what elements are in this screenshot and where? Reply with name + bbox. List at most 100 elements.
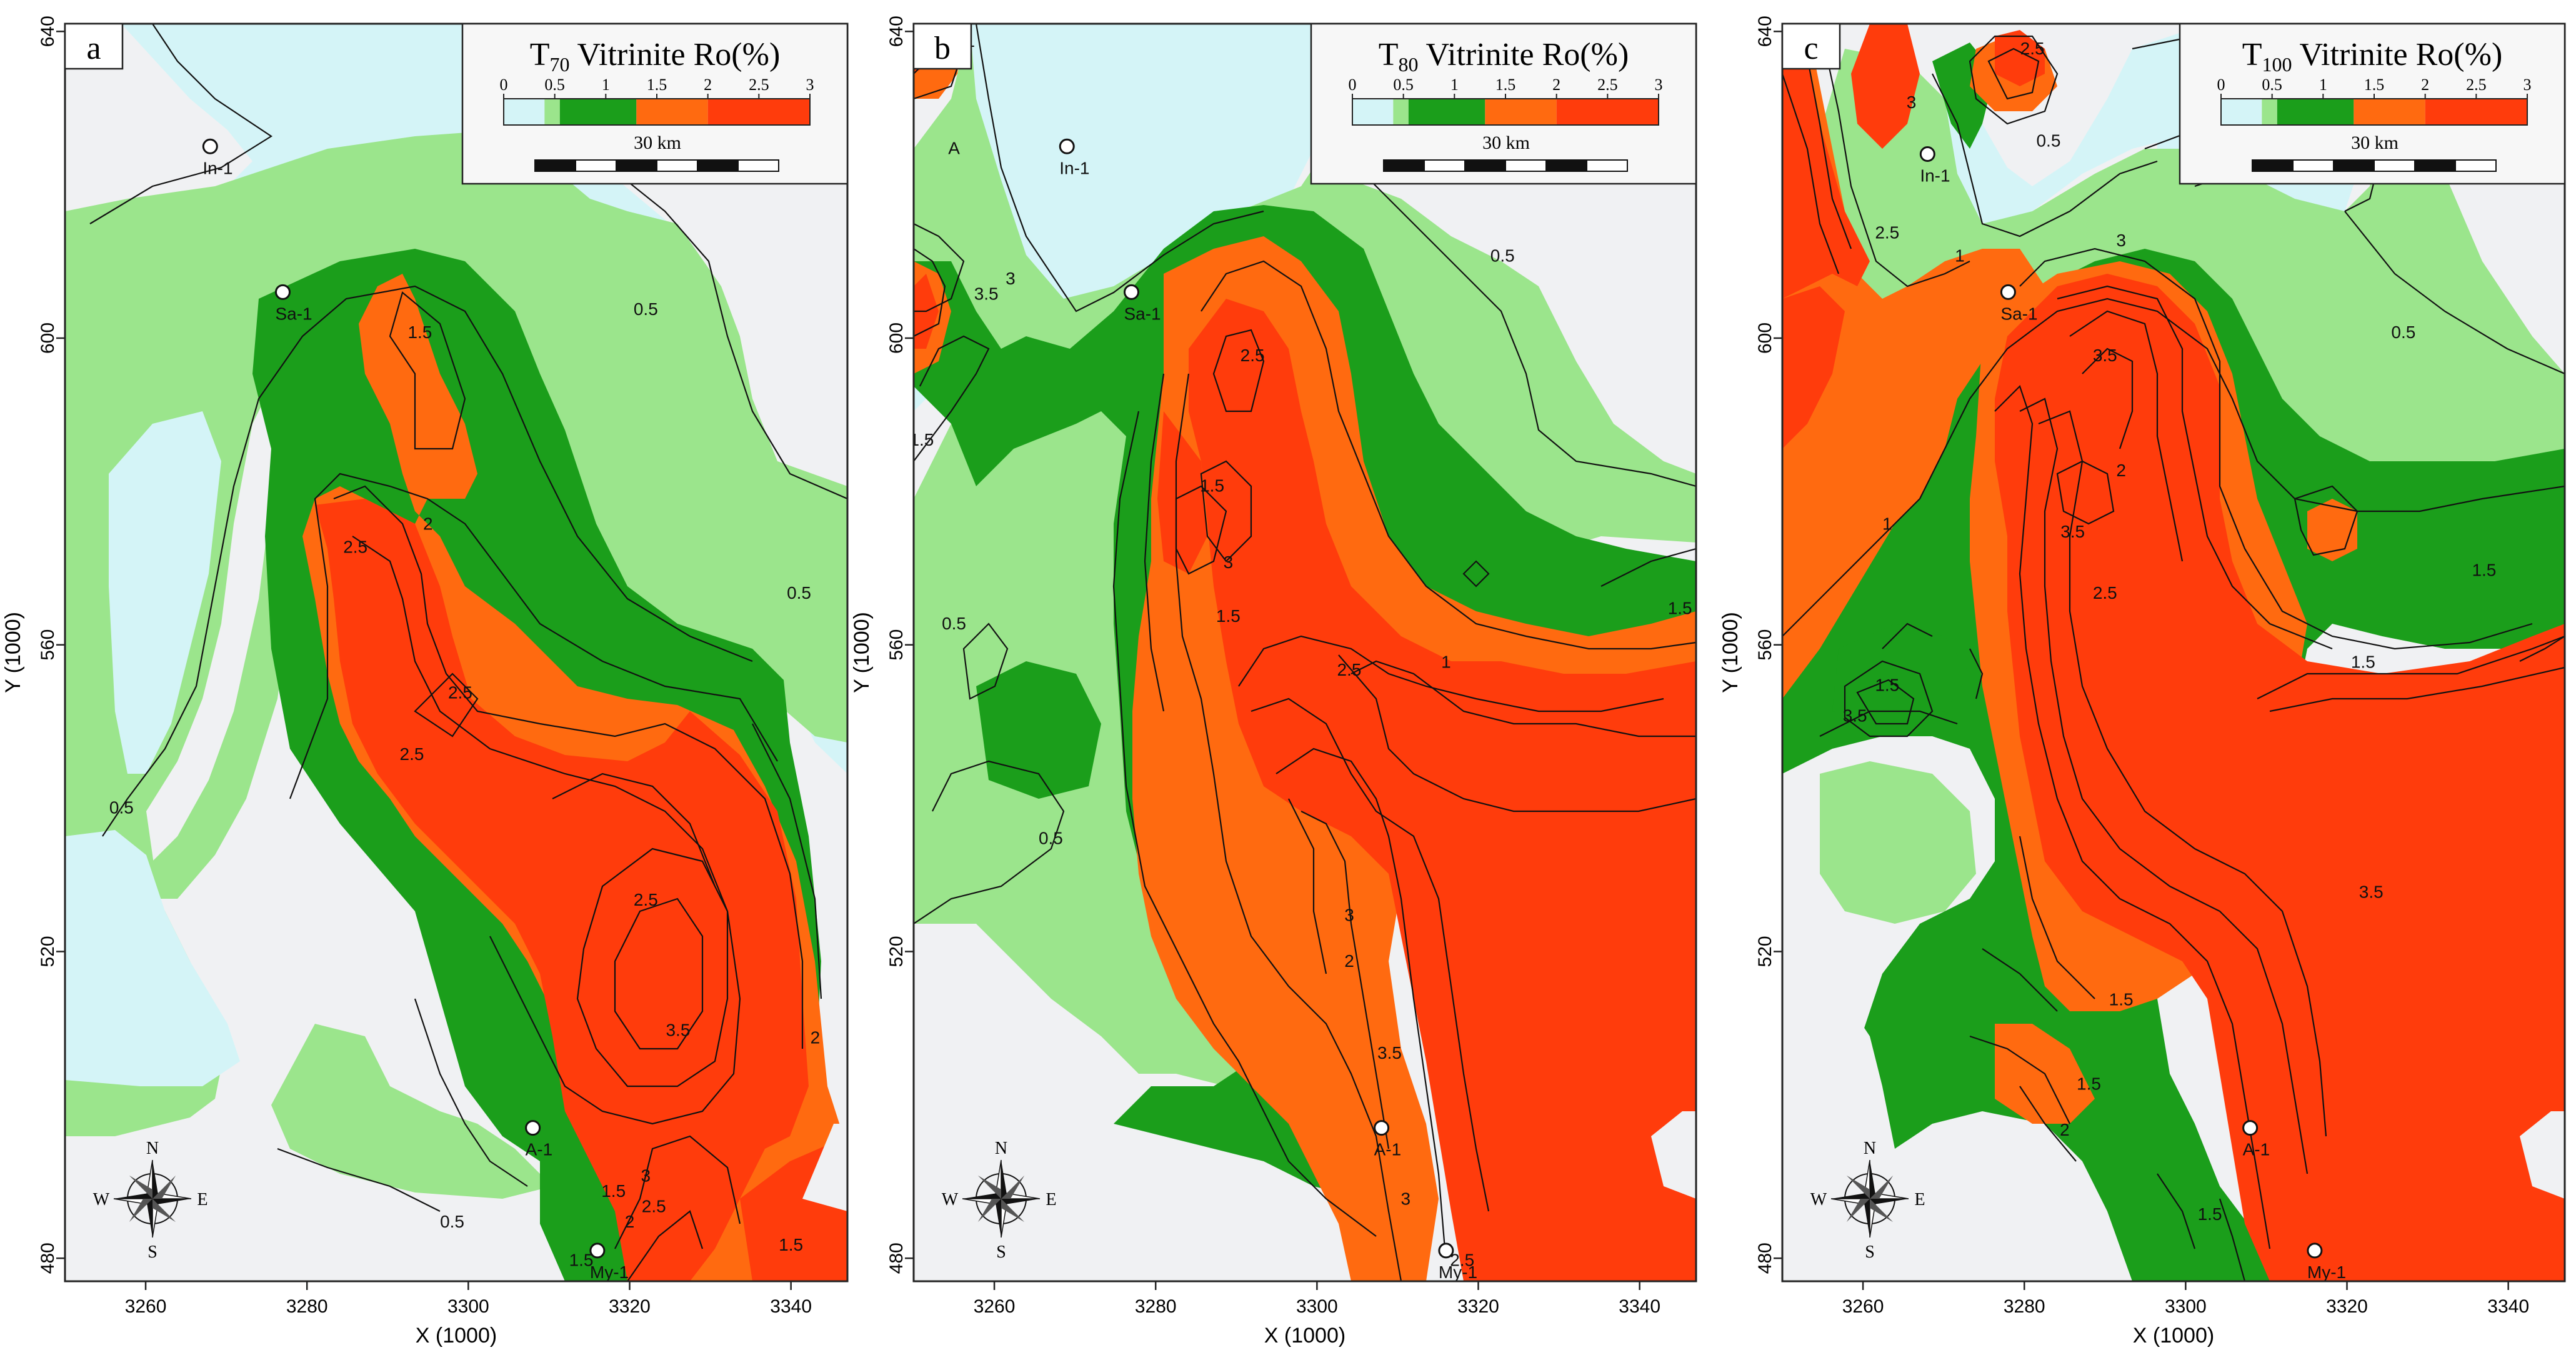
colorbar-tick-label: 1 — [2319, 76, 2327, 94]
contour-label: 2.5 — [2093, 583, 2117, 602]
colorbar-class-2 — [2277, 99, 2354, 125]
y-tick-label: 640 — [886, 16, 907, 47]
well-marker — [2000, 284, 2016, 300]
colorbar-tick-label: 0.5 — [544, 76, 565, 94]
contour-label: 2.5 — [634, 890, 658, 909]
contour-label: 1.5 — [1200, 476, 1224, 495]
panel-letter-box-c — [1781, 22, 1841, 70]
colorbar-class-0 — [1352, 99, 1394, 125]
contour-label: 1.5 — [2077, 1074, 2101, 1093]
contour-label: 1 — [1955, 246, 1965, 265]
x-axis-label: X (1000) — [1264, 1324, 1345, 1348]
compass-e: E — [1914, 1190, 1925, 1209]
contour-label: 1.5 — [779, 1235, 803, 1254]
contour-label: 2 — [625, 1212, 635, 1231]
colorbar-tick-label: 2.5 — [1597, 76, 1618, 94]
legend-title-c: T100 Vitrinite Ro(%) — [2242, 37, 2503, 76]
colorbar-tick-label: 3 — [2524, 76, 2532, 94]
scalebar-segment — [2414, 159, 2456, 172]
compass-rose-b: N S E W — [942, 1139, 1057, 1262]
x-tick-label: 3280 — [286, 1296, 328, 1317]
colorbar-tick-label: 2 — [704, 76, 712, 94]
compass-s: S — [1865, 1242, 1875, 1262]
colorbar-class-4 — [707, 99, 810, 125]
panel-a: 0.5 0.5 0.5 0.5 1.5 2 2.5 2.5 2.5 2.5 3.5 3 1.5 2 2.5 1… — [64, 22, 849, 1282]
scalebar-segment — [534, 159, 576, 172]
compass-w: W — [1810, 1190, 1827, 1209]
contour-label: 0.5 — [1039, 829, 1063, 848]
contour-label: 0.5 — [2036, 131, 2060, 150]
contour-label: 1.5 — [2472, 560, 2496, 579]
contour-label: 3.5 — [1843, 706, 1867, 725]
x-tick-label: 3260 — [125, 1296, 167, 1317]
compass-n: N — [1864, 1139, 1876, 1158]
well-my-1: My-1 — [2307, 1242, 2346, 1281]
well-label: A-1 — [1374, 1140, 1402, 1159]
compass-rose-a: N S E W — [93, 1139, 208, 1262]
colorbar-tick-label: 1 — [1450, 76, 1459, 94]
contour-labels-b: 0.5 0.5 0.5 2.5 1.5 3 1.5 2.5 3 2 3.5 3 2.5 1 3.5 3 1.5 A… — [914, 31, 1692, 1270]
well-in-1: In-1 — [1059, 138, 1089, 178]
panel-b: 0.5 0.5 0.5 2.5 1.5 3 1.5 2.5 3 2 3.5 3 2.5 1 3.5 3 1.5 A… — [912, 22, 1697, 1282]
panel-letter-box-a — [64, 22, 124, 70]
compass-n: N — [146, 1139, 159, 1158]
colorbar-tick-label: 0.5 — [2262, 76, 2282, 94]
contour-label: 1.5 — [569, 1250, 594, 1269]
contour-label: 3 — [2116, 231, 2126, 250]
x-axis-label: X (1000) — [2133, 1324, 2214, 1348]
contour-label: 0.5 — [634, 299, 658, 319]
well-marker — [1374, 1120, 1390, 1136]
contour-label: 3.5 — [1377, 1043, 1402, 1062]
well-label: A-1 — [2243, 1140, 2270, 1159]
x-tick-label: 3260 — [1842, 1296, 1884, 1317]
well-in-1: In-1 — [202, 138, 233, 178]
compass-s: S — [147, 1242, 157, 1262]
well-marker — [1059, 138, 1075, 154]
scalebar-segment — [2455, 159, 2497, 172]
x-tick-label: 3280 — [1135, 1296, 1177, 1317]
contour-label: 3.5 — [2359, 882, 2384, 902]
y-tick-label: 600 — [37, 322, 58, 354]
contour-label: 2.5 — [343, 538, 367, 557]
scalebar-segment — [1464, 159, 1506, 172]
contour-label: 2 — [811, 1028, 821, 1048]
x-tick-label: 3320 — [609, 1296, 651, 1317]
colorbar-tick-label: 0 — [1349, 76, 1357, 94]
y-tick-label: 560 — [1755, 629, 1775, 661]
map-area-c: 2.5 0.5 3 2.5 1 3 3.5 2 3.5 2.5 1 0.5 1.5 1.5 3.5 1.5 3.… — [1782, 24, 2565, 1281]
colorbar-tick-label: 3 — [1655, 76, 1663, 94]
colorbar-tick-label: 2.5 — [749, 76, 769, 94]
contour-label: 3 — [1224, 552, 1234, 572]
contour-label: 3 — [1401, 1189, 1411, 1208]
scalebar-segment — [1424, 159, 1465, 172]
scalebar-segment — [616, 159, 657, 172]
contour-label: 2 — [2060, 1120, 2070, 1139]
contour-label: 3 — [641, 1166, 651, 1186]
well-marker — [274, 284, 291, 300]
scalebar-label: 30 km — [2351, 132, 2399, 153]
y-tick-label: 480 — [37, 1242, 58, 1274]
contour-label: 3 — [1344, 905, 1354, 924]
colorbar-class-1 — [544, 99, 560, 125]
well-a-1: A-1 — [1374, 1120, 1402, 1159]
well-sa-1: Sa-1 — [1123, 284, 1161, 323]
well-marker — [525, 1120, 541, 1136]
y-axis-label: Y (1000) — [1719, 612, 1742, 693]
scalebar-label: 30 km — [1482, 132, 1530, 153]
legend-b: T80 Vitrinite Ro(%) 0 0.5 1 1.5 2 2.5 3 30 km — [1310, 22, 1697, 185]
contour-labels-c: 2.5 0.5 3 2.5 1 3 3.5 2 3.5 2.5 1 0.5 1.5 1.5 3.5 1.5 3.… — [1843, 39, 2497, 1224]
contour-label: 3.5 — [2093, 346, 2117, 365]
scalebar-c: 30 km — [2252, 132, 2497, 172]
legend-title-a: T70 Vitrinite Ro(%) — [530, 37, 781, 76]
scalebar-segment — [2374, 159, 2415, 172]
colorbar-tick-label: 2.5 — [2466, 76, 2487, 94]
colorbar-tick-label: 1 — [602, 76, 610, 94]
well-my-1: My-1 — [589, 1242, 629, 1281]
panel-letter-c: c — [1804, 31, 1818, 66]
contour-label: 2.5 — [1337, 660, 1362, 679]
well-in-1: In-1 — [1919, 146, 1950, 186]
scalebar-segment — [1383, 159, 1425, 172]
scalebar-segment — [656, 159, 698, 172]
